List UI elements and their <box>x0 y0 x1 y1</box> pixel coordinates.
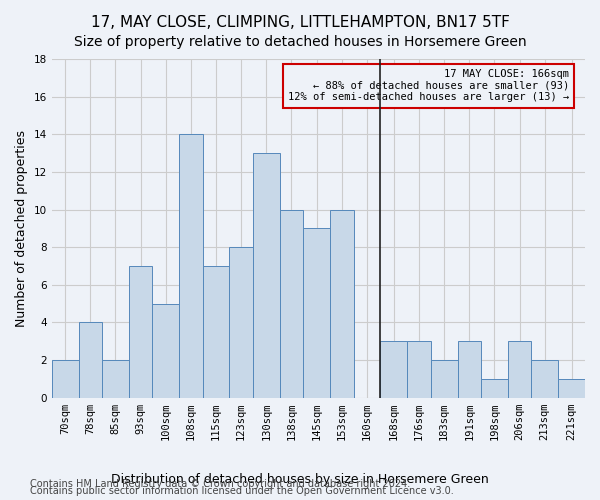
Bar <box>229 247 253 398</box>
Bar <box>52 360 79 398</box>
Y-axis label: Number of detached properties: Number of detached properties <box>15 130 28 327</box>
Bar <box>558 379 585 398</box>
Bar <box>152 304 179 398</box>
Bar <box>481 379 508 398</box>
Bar <box>203 266 229 398</box>
Bar <box>407 341 431 398</box>
Text: 17 MAY CLOSE: 166sqm
← 88% of detached houses are smaller (93)
12% of semi-detac: 17 MAY CLOSE: 166sqm ← 88% of detached h… <box>288 69 569 102</box>
Bar <box>102 360 129 398</box>
Text: Contains public sector information licensed under the Open Government Licence v3: Contains public sector information licen… <box>30 486 454 496</box>
Bar <box>431 360 458 398</box>
Text: Contains HM Land Registry data © Crown copyright and database right 2024.: Contains HM Land Registry data © Crown c… <box>30 479 410 489</box>
Bar <box>508 341 532 398</box>
Bar <box>380 341 407 398</box>
Text: Distribution of detached houses by size in Horsemere Green: Distribution of detached houses by size … <box>111 472 489 486</box>
Bar <box>129 266 152 398</box>
Bar <box>303 228 330 398</box>
Bar <box>253 153 280 398</box>
Text: Size of property relative to detached houses in Horsemere Green: Size of property relative to detached ho… <box>74 35 526 49</box>
Text: 17, MAY CLOSE, CLIMPING, LITTLEHAMPTON, BN17 5TF: 17, MAY CLOSE, CLIMPING, LITTLEHAMPTON, … <box>91 15 509 30</box>
Bar <box>532 360 558 398</box>
Bar <box>179 134 203 398</box>
Bar <box>458 341 481 398</box>
Bar <box>280 210 303 398</box>
Bar <box>330 210 353 398</box>
Bar <box>79 322 102 398</box>
